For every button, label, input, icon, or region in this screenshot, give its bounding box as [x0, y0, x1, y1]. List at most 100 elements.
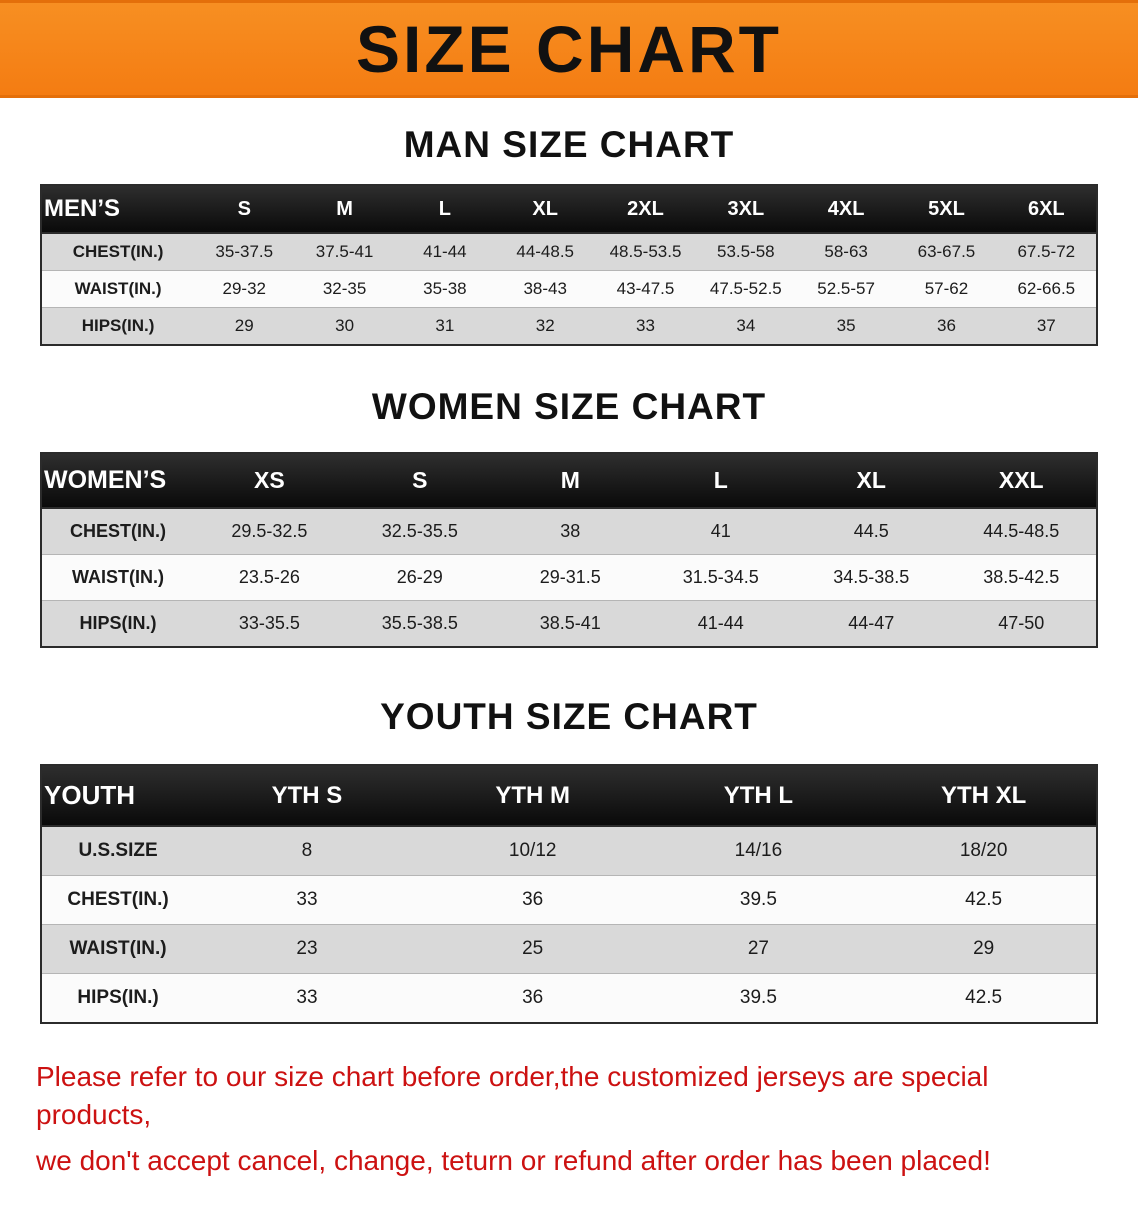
value-cell: 34 — [695, 307, 796, 345]
size-header-cell: 6XL — [996, 185, 1097, 234]
row-label-cell: HIPS(IN.) — [41, 307, 195, 345]
row-label-cell: WAIST(IN.) — [41, 554, 195, 601]
value-cell: 35-38 — [394, 270, 496, 308]
man-size-table: MEN’S S M L XL 2XL 3XL 4XL 5XL 6XL CHEST(IN.) 35-37… — [40, 184, 1098, 346]
table-title-cell: WOMEN’S — [41, 453, 195, 509]
value-cell: 53.5-58 — [695, 232, 796, 271]
measurement-row: HIPS(IN.) 29 30 31 32 33 34 35 36 37 — [41, 307, 1097, 345]
value-cell: 32.5-35.5 — [344, 507, 496, 555]
value-cell: 44.5-48.5 — [946, 507, 1097, 555]
size-header-cell: 5XL — [896, 185, 997, 234]
value-cell: 31 — [394, 307, 496, 345]
value-cell: 29-32 — [194, 270, 295, 308]
row-label-cell: CHEST(IN.) — [41, 875, 195, 925]
value-cell: 27 — [645, 924, 872, 974]
size-chart-banner: SIZE CHART — [0, 0, 1138, 98]
row-label-cell: U.S.SIZE — [41, 825, 195, 876]
row-label-cell: HIPS(IN.) — [41, 600, 195, 647]
value-cell: 44.5 — [795, 507, 947, 555]
value-cell: 35.5-38.5 — [344, 600, 496, 647]
value-cell: 39.5 — [645, 875, 872, 925]
value-cell: 29 — [871, 924, 1097, 974]
value-cell: 41-44 — [394, 232, 496, 271]
measurement-row: CHEST(IN.) 29.5-32.5 32.5-35.5 38 41 44.5 44.5… — [41, 507, 1097, 555]
size-header-cell: YTH S — [194, 765, 420, 827]
value-cell: 41 — [645, 507, 796, 555]
women-size-chart-heading: WOMEN SIZE CHART — [371, 386, 767, 427]
value-cell: 44-48.5 — [495, 232, 596, 271]
value-cell: 42.5 — [871, 973, 1097, 1023]
value-cell: 38.5-42.5 — [946, 554, 1097, 601]
value-cell: 38-43 — [495, 270, 596, 308]
value-cell: 62-66.5 — [996, 270, 1097, 308]
value-cell: 10/12 — [419, 825, 646, 876]
size-header-cell: 2XL — [595, 185, 696, 234]
size-header-cell: M — [495, 453, 646, 509]
size-header-cell: XL — [795, 453, 947, 509]
value-cell: 26-29 — [344, 554, 496, 601]
header-row: YOUTH YTH S YTH M YTH L YTH XL — [41, 765, 1097, 827]
value-cell: 38.5-41 — [495, 600, 646, 647]
value-cell: 48.5-53.5 — [595, 232, 696, 271]
value-cell: 39.5 — [645, 973, 872, 1023]
size-header-cell: YTH M — [419, 765, 646, 827]
value-cell: 58-63 — [795, 232, 897, 271]
value-cell: 14/16 — [645, 825, 872, 876]
man-size-chart-section: MAN SIZE CHART MEN’S S M L XL 2XL 3XL 4XL 5XL 6XL… — [0, 124, 1138, 346]
man-size-chart-heading: MAN SIZE CHART — [403, 124, 735, 165]
value-cell: 29-31.5 — [495, 554, 646, 601]
measurement-row: CHEST(IN.) 35-37.5 37.5-41 41-44 44-48.5 48.5… — [41, 232, 1097, 271]
size-header-cell: 3XL — [695, 185, 796, 234]
size-header-cell: XS — [194, 453, 345, 509]
value-cell: 29.5-32.5 — [194, 507, 345, 555]
value-cell: 23 — [194, 924, 420, 974]
value-cell: 57-62 — [896, 270, 997, 308]
value-cell: 33-35.5 — [194, 600, 345, 647]
value-cell: 41-44 — [645, 600, 796, 647]
value-cell: 8 — [194, 825, 420, 876]
table-title-cell: YOUTH — [41, 765, 195, 827]
value-cell: 29 — [194, 307, 295, 345]
women-size-table: WOMEN’S XS S M L XL XXL CHEST(IN.) 29.5-32.5 32.5… — [40, 452, 1098, 648]
value-cell: 52.5-57 — [795, 270, 897, 308]
size-header-cell: S — [344, 453, 496, 509]
size-header-cell: YTH XL — [871, 765, 1097, 827]
table-title-cell: MEN’S — [41, 185, 195, 234]
row-label-cell: HIPS(IN.) — [41, 973, 195, 1023]
value-cell: 63-67.5 — [896, 232, 997, 271]
size-header-cell: XXL — [946, 453, 1097, 509]
value-cell: 23.5-26 — [194, 554, 345, 601]
size-header-cell: XL — [495, 185, 596, 234]
disclaimer-line-2: we don't accept cancel, change, teturn o… — [36, 1144, 991, 1176]
value-cell: 30 — [294, 307, 395, 345]
disclaimer: Please refer to our size chart before or… — [0, 1058, 1138, 1211]
value-cell: 36 — [419, 875, 646, 925]
value-cell: 47-50 — [946, 600, 1097, 647]
youth-size-chart-heading: YOUTH SIZE CHART — [380, 696, 758, 737]
value-cell: 38 — [495, 507, 646, 555]
size-header-cell: YTH L — [645, 765, 872, 827]
value-cell: 37.5-41 — [294, 232, 395, 271]
size-header-cell: S — [194, 185, 295, 234]
value-cell: 44-47 — [795, 600, 947, 647]
value-cell: 47.5-52.5 — [695, 270, 796, 308]
header-row: MEN’S S M L XL 2XL 3XL 4XL 5XL 6XL — [41, 185, 1097, 234]
value-cell: 37 — [996, 307, 1097, 345]
row-label-cell: CHEST(IN.) — [41, 232, 195, 271]
value-cell: 33 — [194, 973, 420, 1023]
value-cell: 18/20 — [871, 825, 1097, 876]
value-cell: 33 — [194, 875, 420, 925]
youth-size-table: YOUTH YTH S YTH M YTH L YTH XL U.S.SIZE 8 10/12… — [40, 764, 1098, 1024]
measurement-row: WAIST(IN.) 29-32 32-35 35-38 38-43 43-47.5 47.… — [41, 270, 1097, 308]
value-cell: 31.5-34.5 — [645, 554, 796, 601]
row-label-cell: WAIST(IN.) — [41, 270, 195, 308]
women-size-chart-section: WOMEN SIZE CHART WOMEN’S XS S M L XL XXL CHEST(… — [0, 386, 1138, 648]
row-label-cell: CHEST(IN.) — [41, 507, 195, 555]
value-cell: 35-37.5 — [194, 232, 295, 271]
measurement-row: WAIST(IN.) 23 25 27 29 — [41, 924, 1097, 974]
measurement-row: CHEST(IN.) 33 36 39.5 42.5 — [41, 875, 1097, 925]
value-cell: 34.5-38.5 — [795, 554, 947, 601]
banner-title: SIZE CHART — [356, 12, 782, 86]
size-header-cell: L — [645, 453, 796, 509]
